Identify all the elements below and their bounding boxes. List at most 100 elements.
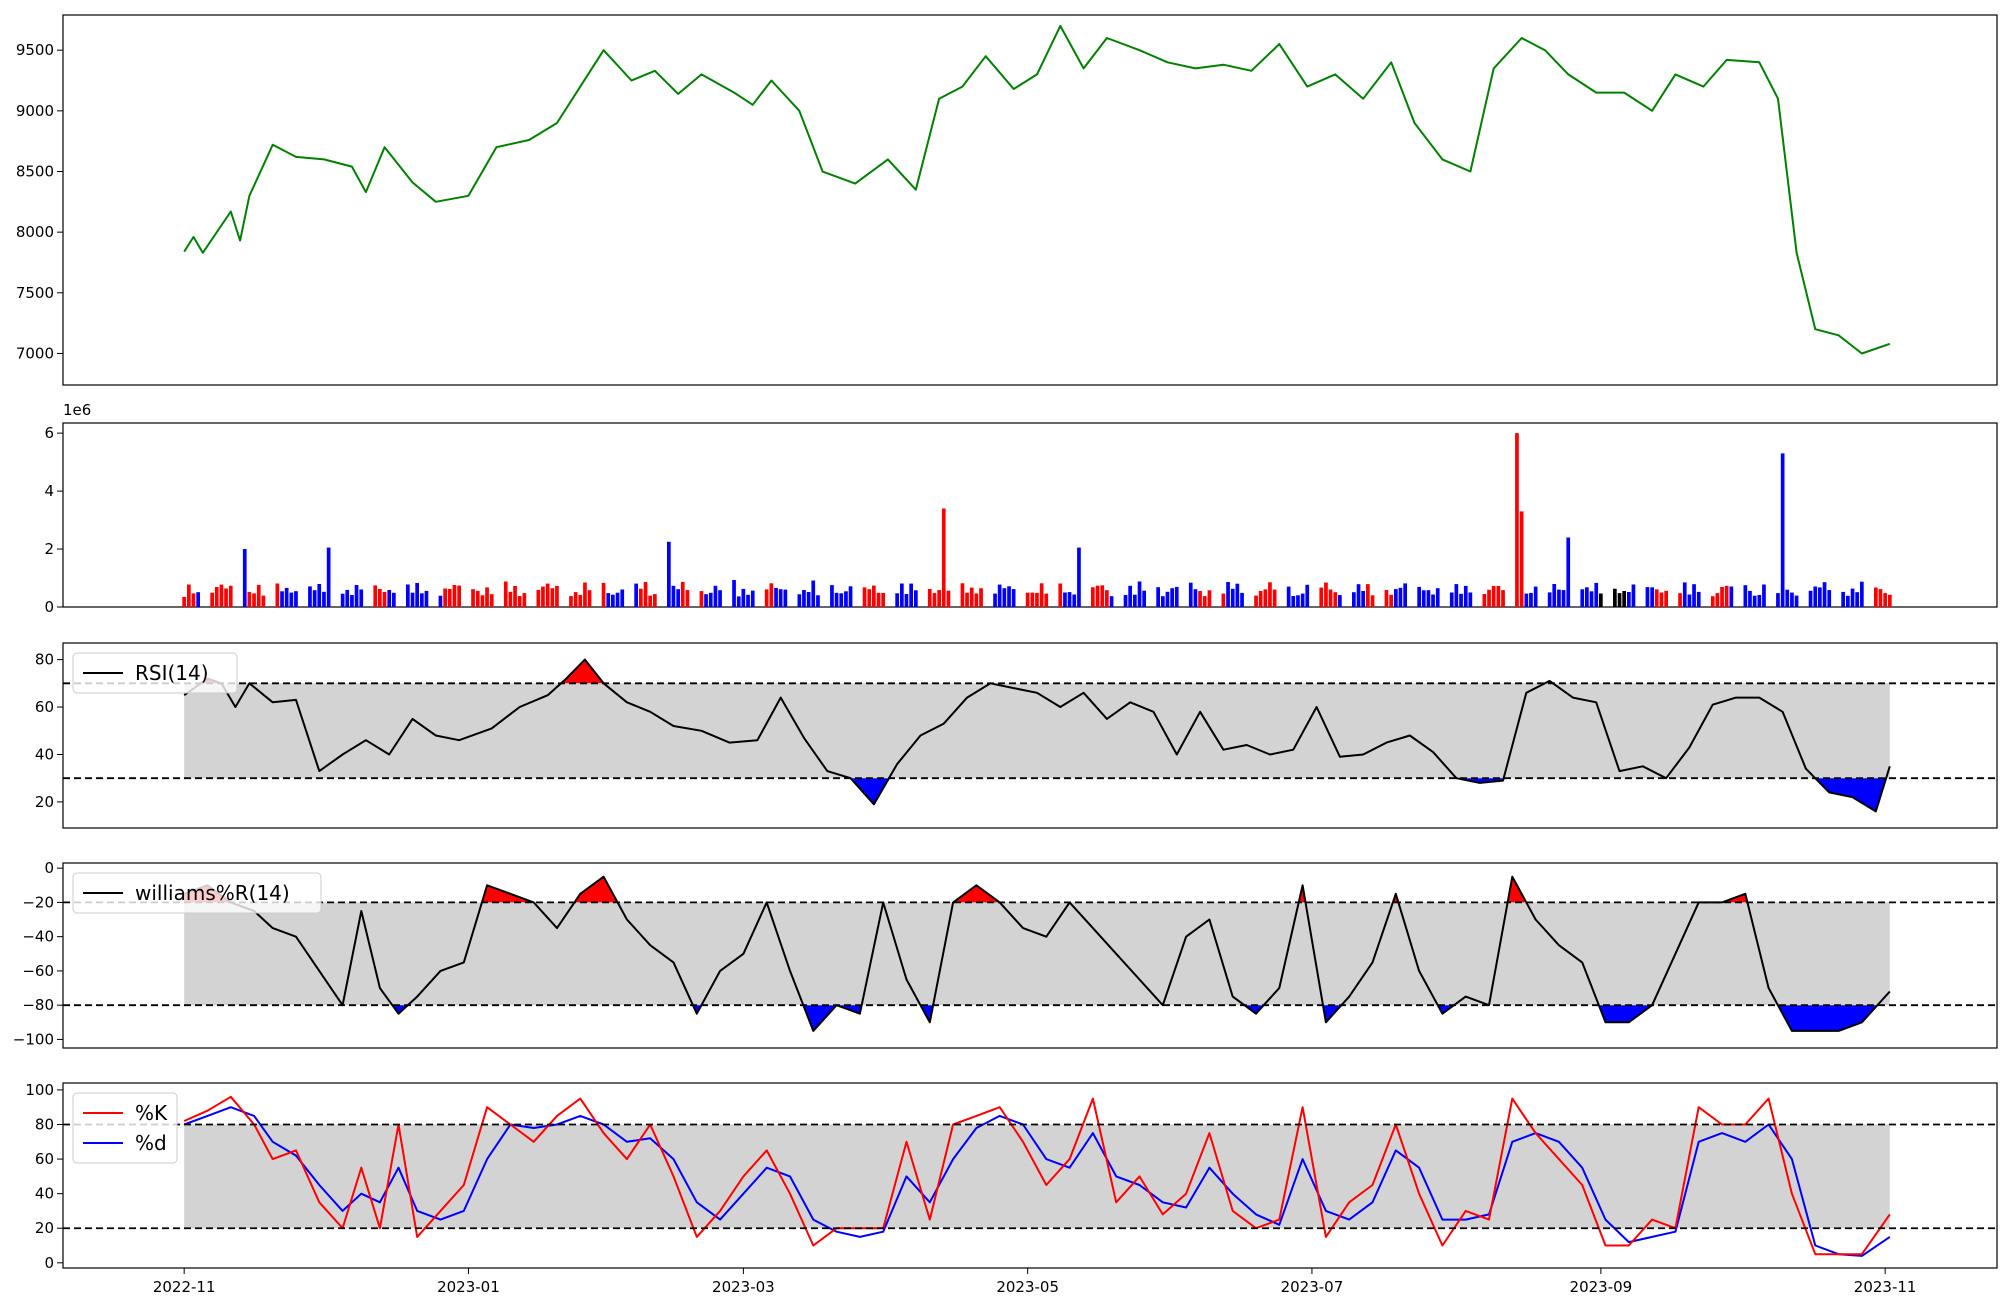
volume-bar	[1286, 586, 1291, 607]
plot-layer: 70007500800085009000950002461e620406080R…	[13, 14, 1998, 1296]
volume-bar	[1426, 590, 1431, 607]
volume-bar	[294, 591, 298, 607]
volume-bar	[904, 594, 909, 607]
volume-bar	[960, 583, 965, 607]
volume-bar	[1757, 594, 1762, 607]
volume-bar	[1305, 584, 1310, 607]
volume-bar	[1888, 594, 1892, 607]
volume-bar	[471, 589, 475, 607]
volume-bar	[1230, 588, 1235, 607]
volume-bar	[406, 584, 410, 607]
volume-bar	[480, 595, 485, 607]
volume-bar	[1174, 586, 1179, 607]
volume-bar	[1743, 585, 1748, 607]
volume-bar	[806, 592, 811, 607]
williams-axes	[62, 862, 1998, 1049]
stochastic-k-line	[183, 1095, 1891, 1256]
volume-bar	[284, 587, 289, 607]
volume-bar	[1077, 547, 1081, 607]
volume-bar	[848, 586, 853, 607]
volume-bar	[354, 585, 359, 607]
volume-bar	[1883, 593, 1887, 607]
volume-bar	[1715, 593, 1720, 607]
stochastic-ytick-label: 100	[25, 1081, 54, 1099]
volume-bar	[778, 589, 783, 607]
volume-bar	[1645, 587, 1650, 607]
volume-bar	[1729, 586, 1734, 607]
volume-bar	[676, 589, 680, 607]
volume-bar	[1235, 583, 1240, 607]
volume-bar	[876, 592, 881, 607]
volume-bar	[862, 587, 867, 607]
volume-bar	[326, 547, 331, 607]
volume-bar	[196, 592, 200, 607]
volume-bar	[1058, 583, 1063, 607]
volume-bar	[1627, 592, 1631, 607]
volume-bar	[993, 593, 997, 607]
volume-bar	[1501, 590, 1505, 607]
volume-bar	[457, 585, 461, 607]
volume-bar	[1785, 589, 1790, 607]
rsi-ytick-label: 40	[35, 745, 54, 763]
volume-bar	[438, 595, 443, 607]
volume-bar	[289, 592, 294, 607]
volume-bar	[653, 594, 657, 607]
volume-bar	[648, 595, 652, 607]
volume-bar	[736, 596, 741, 607]
volume-bar	[1170, 588, 1174, 607]
volume-bar	[1319, 587, 1324, 607]
volume-bar	[1794, 595, 1799, 607]
volume-bar	[1044, 593, 1049, 607]
volume-bar	[1063, 592, 1067, 607]
stochastic-axes	[62, 1082, 1998, 1269]
williams-ytick-label: −100	[13, 1030, 54, 1048]
stochastic-band	[184, 1124, 1890, 1229]
volume-bar	[1198, 591, 1202, 607]
volume-bar	[415, 583, 419, 607]
volume-bar	[1030, 592, 1035, 607]
volume-bar	[1599, 593, 1603, 607]
volume-bar	[503, 581, 508, 607]
volume-bar	[1300, 593, 1305, 607]
volume-offset-label: 1e6	[63, 401, 91, 419]
volume-bar	[1594, 582, 1599, 607]
volume-bar	[1580, 589, 1585, 607]
volume-bar	[1808, 590, 1813, 607]
volume-bar	[606, 593, 611, 607]
volume-bar	[1226, 582, 1230, 607]
volume-bar	[1468, 592, 1473, 607]
volume-bar	[1333, 592, 1338, 607]
volume-bar	[1100, 585, 1105, 607]
volume-bar	[513, 586, 517, 607]
volume-bar	[1193, 589, 1198, 607]
rsi-oversold-fill	[850, 778, 889, 805]
volume-bar	[1454, 584, 1459, 607]
volume-bar	[1165, 591, 1170, 607]
volume-bar	[844, 591, 848, 607]
volume-bar	[252, 593, 256, 607]
volume-bar	[941, 508, 946, 607]
volume-bar	[1589, 591, 1594, 607]
volume-bar	[680, 581, 685, 607]
volume-bar	[1585, 587, 1589, 607]
stochastic-ytick-label: 20	[35, 1219, 54, 1237]
volume-bar	[322, 591, 326, 607]
volume-bar	[1352, 592, 1356, 607]
rsi-ytick-label: 80	[35, 651, 54, 669]
volume-bar	[1095, 585, 1100, 607]
volume-bar	[350, 595, 354, 607]
volume-bar	[1254, 595, 1258, 607]
volume-ytick-label: 4	[44, 482, 54, 500]
volume-bar	[1324, 582, 1328, 607]
volume-bar	[191, 593, 196, 607]
volume-bar	[732, 580, 736, 607]
volume-bar	[1263, 589, 1268, 607]
volume-bar	[247, 591, 252, 607]
williams-legend: williams%R(14)	[72, 872, 322, 914]
volume-bar	[1296, 595, 1300, 607]
x-tick-label: 2023-05	[996, 1278, 1059, 1296]
x-tick-label: 2023-07	[1281, 1278, 1344, 1296]
volume-bar	[1519, 511, 1524, 607]
volume-bar	[214, 587, 219, 607]
volume-bar	[373, 585, 378, 607]
